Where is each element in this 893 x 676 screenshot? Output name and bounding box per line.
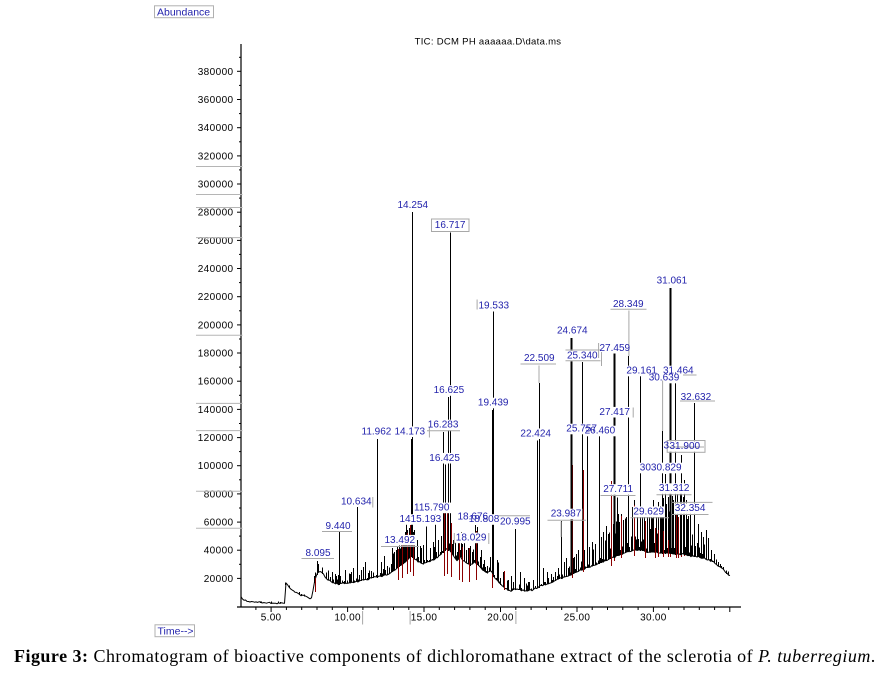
svg-text:28.349: 28.349 xyxy=(613,299,644,310)
svg-text:260000: 260000 xyxy=(198,236,234,247)
svg-text:22.509: 22.509 xyxy=(524,353,555,364)
svg-text:300000: 300000 xyxy=(198,180,234,191)
svg-text:380000: 380000 xyxy=(198,67,234,78)
svg-text:80000: 80000 xyxy=(204,489,234,500)
svg-text:19.533: 19.533 xyxy=(479,300,510,311)
svg-text:1415.193: 1415.193 xyxy=(400,514,442,525)
svg-text:19.439: 19.439 xyxy=(478,398,509,409)
svg-text:22.424: 22.424 xyxy=(520,428,551,439)
svg-text:31.464: 31.464 xyxy=(663,366,694,377)
svg-text:20000: 20000 xyxy=(204,574,234,585)
svg-text:30.639: 30.639 xyxy=(649,373,680,384)
svg-text:16.717: 16.717 xyxy=(435,220,466,231)
svg-text:240000: 240000 xyxy=(198,264,234,275)
svg-text:11.962: 11.962 xyxy=(362,426,392,437)
svg-text:29.161: 29.161 xyxy=(626,366,657,377)
svg-text:20.995: 20.995 xyxy=(500,517,531,528)
svg-text:320000: 320000 xyxy=(198,151,234,162)
svg-text:TIC: DCM PH aaaaaa.D\data.ms: TIC: DCM PH aaaaaa.D\data.ms xyxy=(415,37,562,48)
svg-text:30.00: 30.00 xyxy=(640,613,667,624)
svg-text:25.757: 25.757 xyxy=(566,424,597,435)
svg-text:27.417: 27.417 xyxy=(599,407,630,418)
svg-text:31.061: 31.061 xyxy=(657,276,688,287)
svg-text:25.340: 25.340 xyxy=(567,351,598,362)
svg-text:14.254: 14.254 xyxy=(398,200,429,211)
svg-text:25.00: 25.00 xyxy=(564,613,591,624)
svg-text:20.00: 20.00 xyxy=(487,613,514,624)
svg-text:18.029: 18.029 xyxy=(456,533,487,544)
svg-text:26.460: 26.460 xyxy=(585,426,616,437)
svg-text:280000: 280000 xyxy=(198,208,234,219)
svg-text:18.676: 18.676 xyxy=(458,511,489,522)
svg-text:16.425: 16.425 xyxy=(429,453,460,464)
svg-text:180000: 180000 xyxy=(198,349,234,360)
svg-text:160000: 160000 xyxy=(198,377,234,388)
svg-text:5.00: 5.00 xyxy=(261,613,282,624)
svg-text:8.095: 8.095 xyxy=(306,548,331,559)
svg-text:100000: 100000 xyxy=(198,461,234,472)
svg-text:10.00: 10.00 xyxy=(334,613,361,624)
svg-text:115.790: 115.790 xyxy=(414,503,450,514)
svg-text:40000: 40000 xyxy=(204,546,234,557)
svg-text:29.629: 29.629 xyxy=(633,506,664,517)
svg-text:16.625: 16.625 xyxy=(434,385,465,396)
svg-text:3: 3 xyxy=(664,440,670,451)
svg-text:15.00: 15.00 xyxy=(411,613,438,624)
svg-text:340000: 340000 xyxy=(198,123,234,134)
svg-text:220000: 220000 xyxy=(198,292,234,303)
svg-text:10.634: 10.634 xyxy=(341,496,372,507)
svg-text:Time-->: Time--> xyxy=(158,626,194,638)
svg-text:16.283: 16.283 xyxy=(428,420,459,431)
svg-text:200000: 200000 xyxy=(198,320,234,331)
svg-text:32.632: 32.632 xyxy=(681,392,712,403)
svg-text:27.459: 27.459 xyxy=(600,343,631,354)
svg-text:Abundance: Abundance xyxy=(157,7,210,19)
svg-text:3030.829: 3030.829 xyxy=(640,463,682,474)
svg-text:9.440: 9.440 xyxy=(326,521,351,532)
svg-text:23.987: 23.987 xyxy=(551,509,582,520)
svg-text:31.312: 31.312 xyxy=(659,483,690,494)
svg-text:18.808: 18.808 xyxy=(469,514,500,525)
svg-text:13.492: 13.492 xyxy=(385,535,416,546)
svg-text:32.354: 32.354 xyxy=(675,503,706,514)
svg-text:120000: 120000 xyxy=(198,433,234,444)
svg-text:60000: 60000 xyxy=(204,518,234,529)
svg-text:14.173: 14.173 xyxy=(395,426,426,437)
svg-text:140000: 140000 xyxy=(198,405,234,416)
svg-text:24.674: 24.674 xyxy=(557,326,588,337)
svg-text:360000: 360000 xyxy=(198,95,234,106)
svg-text:27.711: 27.711 xyxy=(603,484,633,495)
svg-text:31.900: 31.900 xyxy=(670,441,701,452)
